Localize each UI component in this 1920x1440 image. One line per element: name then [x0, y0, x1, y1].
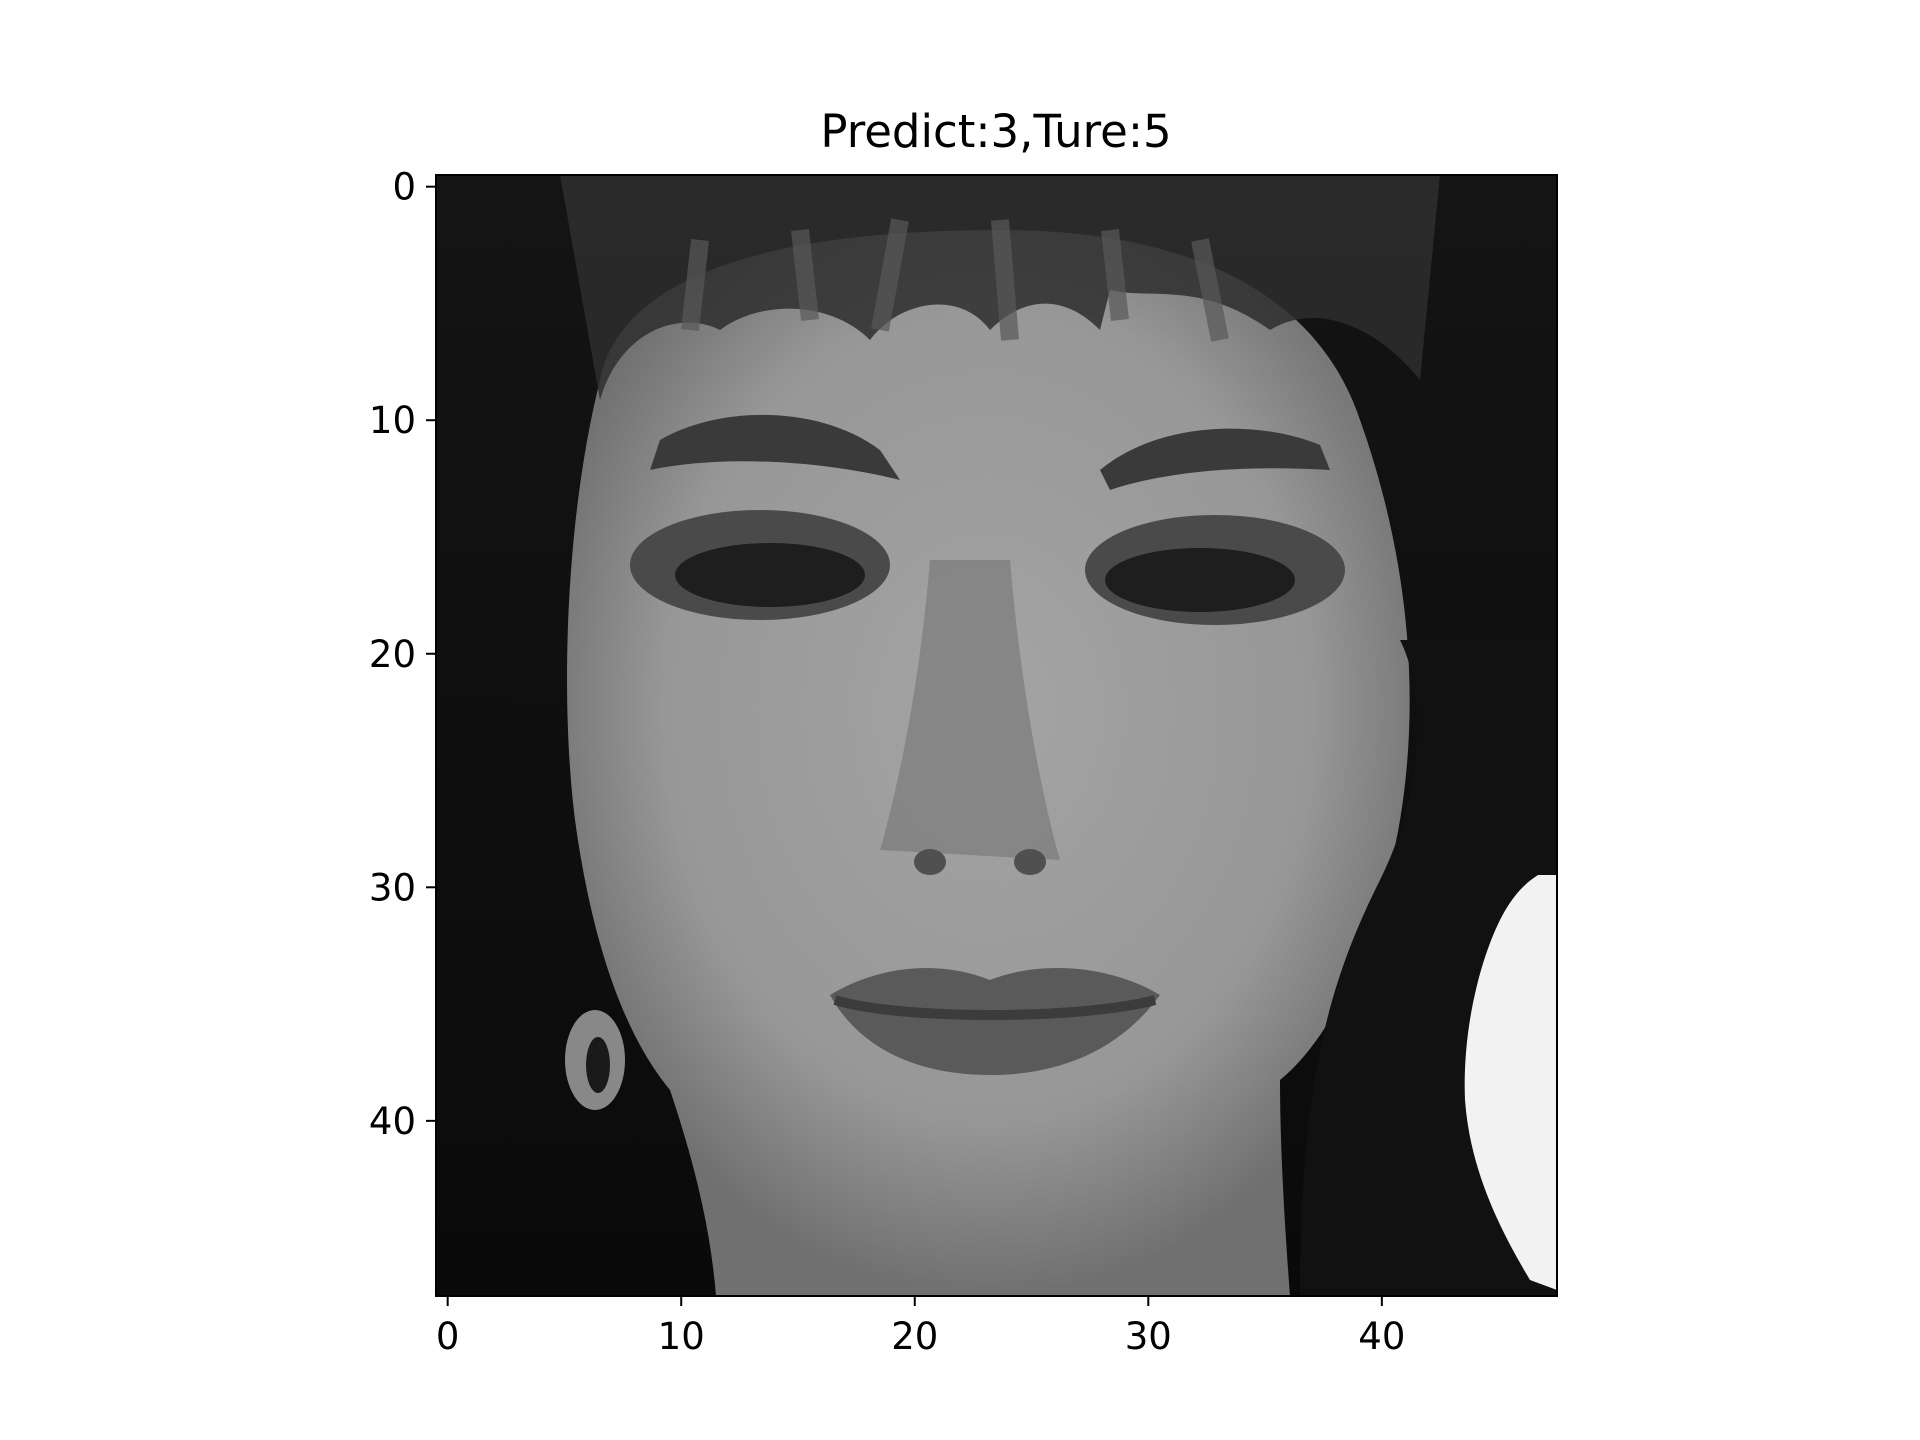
x-tick-label: 20 — [891, 1315, 938, 1358]
y-axis: 0 10 20 30 40 — [369, 166, 436, 1143]
right-eyebrow — [1100, 428, 1330, 490]
y-tick-label: 40 — [369, 1100, 416, 1143]
lips — [830, 968, 1160, 1075]
left-nostril — [914, 849, 946, 875]
right-nostril — [1014, 849, 1046, 875]
y-tick-label: 20 — [369, 633, 416, 676]
heatmap-image — [436, 175, 1557, 1296]
y-tick-label: 30 — [369, 866, 416, 909]
x-tick-label: 10 — [658, 1315, 705, 1358]
lip-line — [833, 995, 1157, 1020]
bangs-strands — [681, 218, 1229, 342]
x-tick-label: 0 — [436, 1315, 460, 1358]
y-tick-label: 10 — [369, 399, 416, 442]
chart-title: Predict:3,Ture:5 — [820, 105, 1171, 158]
x-tick-label: 40 — [1358, 1315, 1405, 1358]
nose-shadow — [880, 560, 1060, 860]
left-eyebrow — [650, 414, 900, 480]
left-eye — [675, 543, 865, 607]
axes-frame — [435, 174, 1558, 1297]
y-tick-label: 0 — [392, 166, 416, 209]
x-tick-label: 30 — [1125, 1315, 1172, 1358]
earring-hole — [586, 1037, 610, 1093]
right-eye — [1105, 548, 1295, 612]
x-axis: 0 10 20 30 40 — [436, 1296, 1405, 1358]
bright-patch — [1464, 875, 1557, 1290]
